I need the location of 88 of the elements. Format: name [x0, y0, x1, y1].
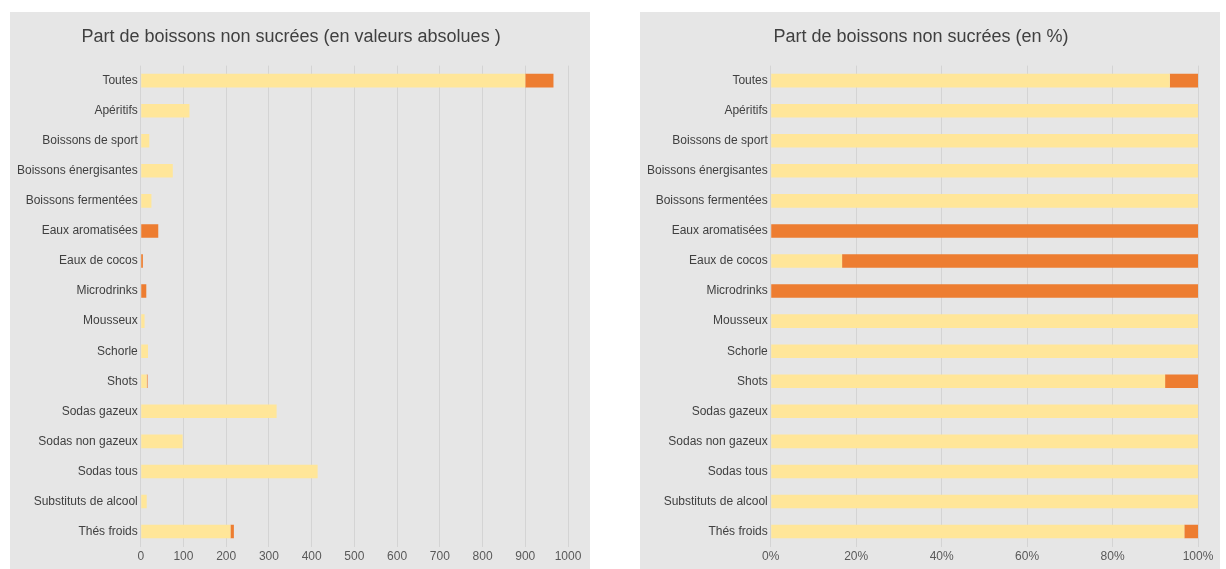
- bar: [771, 194, 1198, 208]
- x-tick-label: 700: [429, 549, 451, 564]
- x-tick-label: 100: [173, 549, 194, 564]
- bar: [141, 374, 147, 389]
- bar: [771, 494, 1198, 509]
- chart-title: Part de boissons non sucrées (en valeurs absolues ): [81, 25, 501, 46]
- bar: [842, 254, 1198, 268]
- bar: [230, 524, 234, 539]
- y-tick-label: Shots: [107, 373, 138, 388]
- bar: [141, 434, 183, 449]
- bar: [141, 224, 159, 238]
- x-tick-label: 500: [344, 549, 365, 564]
- y-tick-label: Boissons fermentées: [655, 193, 768, 208]
- bar: [1184, 524, 1198, 539]
- x-tick-label: 200: [216, 549, 237, 564]
- y-tick-label: Sodas gazeux: [691, 403, 768, 418]
- bar: [141, 103, 190, 118]
- y-tick-label: Substituts de alcool: [33, 493, 138, 508]
- y-tick-label: Eaux aromatisées: [41, 223, 138, 238]
- y-tick-label: Boissons énergisantes: [646, 163, 768, 178]
- y-tick-label: Substituts de alcool: [663, 493, 768, 508]
- x-tick-label: 60%: [1015, 549, 1040, 564]
- y-tick-label: Eaux aromatisées: [671, 223, 768, 238]
- x-tick-label: 1000: [554, 549, 582, 564]
- bar: [771, 374, 1166, 389]
- x-tick-label: 100%: [1182, 549, 1214, 564]
- x-tick-label: 40%: [929, 549, 954, 564]
- y-tick-label: Sodas tous: [77, 463, 138, 478]
- bar: [771, 524, 1185, 539]
- x-tick-label: 80%: [1100, 549, 1125, 564]
- bar: [141, 133, 150, 148]
- y-tick-label: Sodas non gazeux: [668, 433, 768, 448]
- bar: [141, 524, 231, 539]
- y-tick-label: Eaux de cocos: [689, 253, 768, 268]
- y-tick-label: Boissons de sport: [42, 133, 139, 148]
- y-tick-label: Shots: [737, 373, 768, 388]
- bar: [771, 344, 1198, 358]
- bar: [771, 73, 1170, 88]
- bar: [141, 314, 145, 328]
- y-tick-label: Boissons fermentées: [25, 193, 138, 208]
- x-tick-label: 800: [472, 549, 493, 564]
- y-tick-label: Microdrinks: [706, 283, 768, 298]
- y-tick-label: Boissons énergisantes: [16, 163, 138, 178]
- bar: [771, 103, 1198, 118]
- y-tick-label: Apéritifs: [724, 103, 768, 118]
- y-tick-label: Apéritifs: [94, 103, 138, 118]
- x-tick-label: 0: [137, 549, 145, 564]
- y-tick-label: Sodas non gazeux: [38, 433, 138, 448]
- y-tick-label: Sodas tous: [707, 463, 768, 478]
- y-tick-label: Toutes: [102, 72, 138, 87]
- bar: [141, 284, 147, 298]
- y-tick-label: Schorle: [727, 343, 769, 358]
- y-tick-label: Boissons de sport: [672, 133, 769, 148]
- y-tick-label: Toutes: [732, 72, 768, 87]
- y-tick-label: Mousseux: [713, 313, 768, 328]
- bar: [141, 344, 148, 358]
- bar: [525, 73, 554, 88]
- x-tick-label: 300: [258, 549, 280, 564]
- chart-title: Part de boissons non sucrées (en %): [773, 25, 1069, 46]
- bar: [771, 133, 1198, 148]
- x-tick-label: 20%: [844, 549, 869, 564]
- bar: [771, 284, 1198, 298]
- y-tick-label: Thés froids: [708, 523, 768, 538]
- y-tick-label: Thés froids: [78, 523, 138, 538]
- x-tick-label: 900: [515, 549, 536, 564]
- bar: [771, 224, 1198, 238]
- bar: [771, 254, 843, 268]
- x-tick-label: 0%: [762, 549, 780, 564]
- bar: [1169, 73, 1198, 88]
- y-tick-label: Mousseux: [83, 313, 138, 328]
- bar: [141, 464, 318, 479]
- y-tick-label: Sodas gazeux: [61, 403, 138, 418]
- bar: [1165, 374, 1198, 389]
- bar: [771, 164, 1198, 178]
- x-tick-label: 400: [301, 549, 322, 564]
- bar: [771, 404, 1198, 419]
- bar: [141, 494, 147, 509]
- y-tick-label: Schorle: [97, 343, 139, 358]
- bar: [141, 404, 277, 419]
- bar: [141, 194, 152, 208]
- bar: [771, 464, 1198, 479]
- bar: [771, 314, 1198, 328]
- x-tick-label: 600: [387, 549, 408, 564]
- bar: [141, 73, 526, 88]
- bar: [141, 164, 173, 178]
- bar: [771, 434, 1198, 449]
- y-tick-label: Eaux de cocos: [59, 253, 138, 268]
- y-tick-label: Microdrinks: [76, 283, 138, 298]
